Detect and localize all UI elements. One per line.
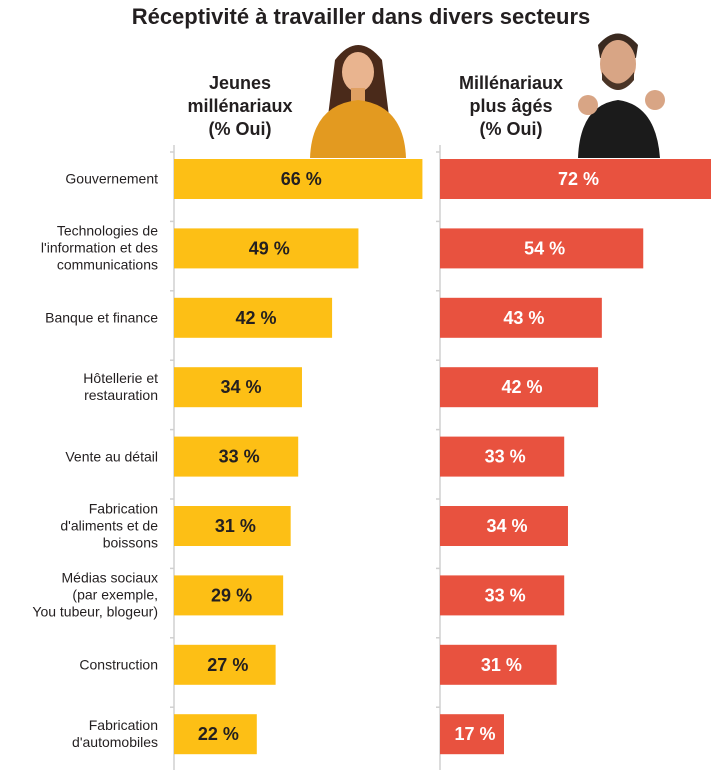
bar-young	[174, 367, 302, 408]
data-label: 42 %	[502, 377, 543, 397]
category-label-line: Hôtellerie et	[83, 370, 158, 387]
bar-young	[174, 159, 423, 199]
category-label: Gouvernement	[0, 171, 158, 188]
category-label-line: Vente au détail	[65, 448, 158, 465]
bar-young	[174, 228, 359, 269]
bar-older	[440, 436, 565, 477]
category-label-line: Fabrication	[88, 500, 158, 517]
category-label: Fabrication d'aliments et de boissons	[0, 501, 158, 552]
bar-older	[440, 714, 504, 755]
category-label-line: Construction	[79, 656, 158, 673]
data-label: 31 %	[481, 655, 522, 675]
bar-older	[440, 367, 599, 408]
category-label-line: Banque et finance	[45, 309, 158, 326]
category-label: Banque et finance	[0, 309, 158, 326]
series-header-line: millénariaux	[187, 96, 293, 116]
category-label: Vente au détail	[0, 448, 158, 465]
series-header-older: Millénariaux plus âgés (% Oui)	[436, 72, 586, 141]
data-label: 42 %	[236, 308, 277, 328]
category-label-line: Médias sociaux	[61, 569, 159, 586]
category-label-line: d'automobiles	[72, 734, 158, 751]
bar-older	[440, 575, 565, 616]
data-label: 34 %	[486, 516, 527, 536]
series-header-line: plus âgés	[469, 96, 553, 116]
series-header-line: (% Oui)	[208, 119, 272, 139]
data-label: 72 %	[558, 169, 599, 189]
data-label: 29 %	[211, 585, 252, 605]
category-label-line: restauration	[84, 387, 158, 404]
category-label-line: l'information et des	[40, 239, 158, 256]
data-label: 43 %	[503, 308, 544, 328]
series-header-young: Jeunes millénariaux (% Oui)	[165, 72, 315, 141]
bar-young	[174, 575, 284, 616]
category-label-line: communications	[56, 256, 158, 273]
data-label: 33 %	[485, 585, 526, 605]
bar-young	[174, 436, 299, 477]
data-label: 22 %	[198, 724, 239, 744]
category-label-line: Fabrication	[88, 717, 158, 734]
bar-older	[440, 644, 557, 685]
series-header-line: Millénariaux	[458, 73, 564, 93]
chart-title: Réceptivité à travailler dans divers sec…	[131, 4, 591, 29]
bar-older	[440, 297, 602, 338]
data-label: 33 %	[219, 447, 260, 467]
bar-young	[174, 714, 257, 755]
series-header-line: Jeunes	[208, 73, 272, 93]
bar-young	[174, 506, 291, 546]
young-woman-photo	[310, 45, 406, 158]
series-header-line: (% Oui)	[479, 119, 543, 139]
data-label: 49 %	[249, 238, 290, 258]
data-label: 17 %	[454, 724, 495, 744]
category-label: Fabrication d'automobiles	[0, 717, 158, 751]
older-man-photo	[578, 33, 665, 158]
data-label: 34 %	[220, 377, 261, 397]
category-label: Hôtellerie et restauration	[0, 370, 158, 404]
category-label: Technologies de l'information et des commu…	[0, 223, 158, 274]
category-label: Construction	[0, 656, 158, 673]
data-label: 27 %	[207, 655, 248, 675]
bar-young	[174, 644, 276, 685]
bar-older	[440, 506, 568, 546]
data-label: 54 %	[524, 238, 565, 258]
data-label: 31 %	[215, 516, 256, 536]
data-label: 33 %	[485, 447, 526, 467]
category-label-line: boissons	[102, 534, 158, 551]
category-label-line: (par exemple,	[72, 586, 158, 603]
bar-young	[174, 297, 333, 338]
category-label-line: Technologies de	[56, 222, 158, 239]
bar-older	[440, 159, 711, 199]
bar-older	[440, 228, 644, 269]
category-label-line: You tubeur, blogeur)	[32, 603, 158, 620]
data-label: 66 %	[281, 169, 322, 189]
category-label: Médias sociaux (par exemple, You tubeur, b…	[0, 570, 158, 621]
category-label-line: d'aliments et de	[60, 517, 158, 534]
category-label-line: Gouvernement	[65, 170, 158, 187]
